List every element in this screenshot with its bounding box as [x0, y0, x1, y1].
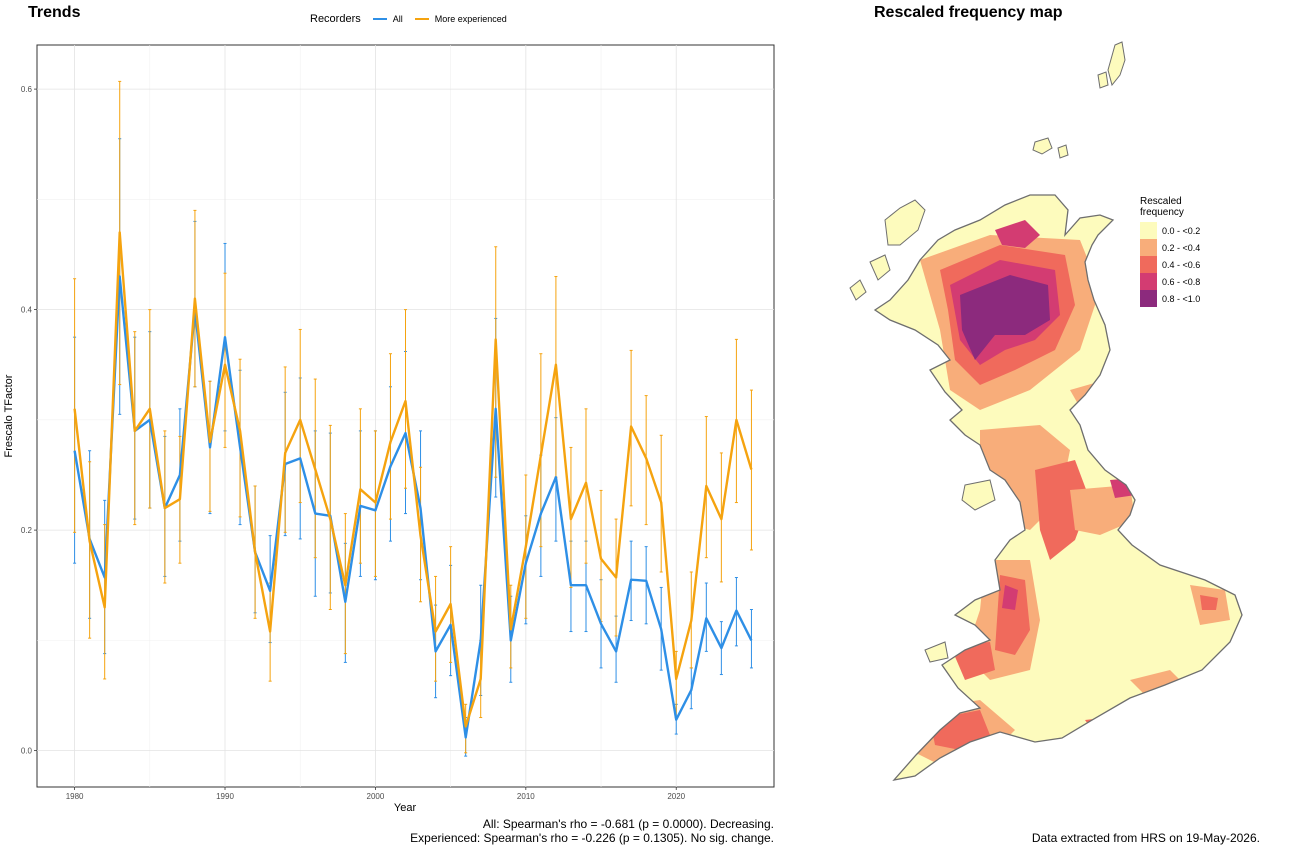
- map-legend-title-1: Rescaled: [1140, 196, 1182, 207]
- caption-all: All: Spearman's rho = -0.681 (p = 0.0000…: [482, 817, 774, 831]
- mainland-outline: [873, 194, 1243, 781]
- map-legend-swatch: [1140, 273, 1157, 290]
- y-tick-label: 0.6: [21, 85, 33, 94]
- x-tick-label: 1980: [66, 792, 84, 801]
- map-legend-swatch: [1140, 239, 1157, 256]
- map-legend-label: 0.4 - <0.6: [1162, 259, 1201, 270]
- map-legend-swatch: [1140, 222, 1157, 239]
- y-tick-label: 0.4: [21, 306, 33, 315]
- trend-caption: All: Spearman's rho = -0.681 (p = 0.0000…: [410, 817, 774, 845]
- y-tick-label: 0.0: [21, 747, 33, 756]
- frequency-map: [849, 41, 1243, 781]
- error-bar-experienced: [749, 389, 753, 551]
- map-legend: Rescaled frequency 0.0 - <0.2 0.2 - <0.4…: [1140, 196, 1200, 307]
- error-bar-all: [644, 546, 648, 625]
- x-axis-title: Year: [394, 802, 417, 814]
- x-tick-label: 2020: [667, 792, 685, 801]
- orkney-islands: [1032, 137, 1069, 159]
- map-legend-label: 0.0 - <0.2: [1162, 225, 1201, 236]
- error-bar-experienced: [223, 272, 227, 448]
- x-tick-label: 1990: [216, 792, 234, 801]
- y-axis-title: Frescalo TFactor: [3, 374, 15, 457]
- x-tick-label: 2000: [367, 792, 385, 801]
- hebrides: [849, 199, 926, 301]
- trends-title: Trends: [28, 4, 81, 21]
- legend-swatch-experienced: [414, 18, 429, 20]
- error-bar-experienced: [88, 461, 92, 639]
- legend-label-experienced: More experienced: [434, 14, 507, 24]
- anglesey: [924, 641, 949, 663]
- map-caption: Data extracted from HRS on 19-May-2026.: [1031, 831, 1260, 845]
- map-legend-row: 0.2 - <0.4: [1140, 239, 1200, 256]
- map-legend-label: 0.6 - <0.8: [1162, 276, 1201, 287]
- legend-label-all: All: [392, 14, 403, 24]
- trends-legend: Recorders All More experienced: [310, 13, 507, 25]
- map-legend-label: 0.2 - <0.4: [1162, 242, 1201, 253]
- error-bar-experienced: [73, 278, 77, 533]
- shetland-islands: [1097, 41, 1126, 89]
- caption-experienced: Experienced: Spearman's rho = -0.226 (p …: [410, 831, 774, 845]
- legend-title: Recorders: [310, 13, 361, 25]
- map-legend-row: 0.6 - <0.8: [1140, 273, 1200, 290]
- x-tick-label: 2010: [517, 792, 535, 801]
- error-bar-experienced: [404, 309, 407, 489]
- y-tick-label: 0.2: [21, 526, 33, 535]
- error-bar-experienced: [283, 366, 287, 533]
- error-bar-experienced: [358, 408, 362, 564]
- series-line-experienced: [73, 231, 753, 728]
- map-legend-swatch: [1140, 290, 1157, 307]
- map-legend-row: 0.4 - <0.6: [1140, 256, 1200, 273]
- map-title: Rescaled frequency map: [874, 4, 1063, 21]
- map-legend-swatch: [1140, 256, 1157, 273]
- map-legend-title-2: frequency: [1140, 207, 1184, 218]
- map-legend-row: 0.0 - <0.2: [1140, 222, 1200, 239]
- isle-of-man: [961, 479, 996, 511]
- map-legend-row: 0.8 - <1.0: [1140, 290, 1200, 307]
- error-bar-experienced: [388, 353, 392, 520]
- legend-swatch-all: [372, 18, 387, 20]
- trend-chart: 0.0 0.2 0.4 0.6 1980 1990 2000 2010 2020 Year Fr…: [3, 44, 775, 814]
- map-legend-label: 0.8 - <1.0: [1162, 293, 1201, 304]
- error-bar-experienced: [298, 328, 302, 504]
